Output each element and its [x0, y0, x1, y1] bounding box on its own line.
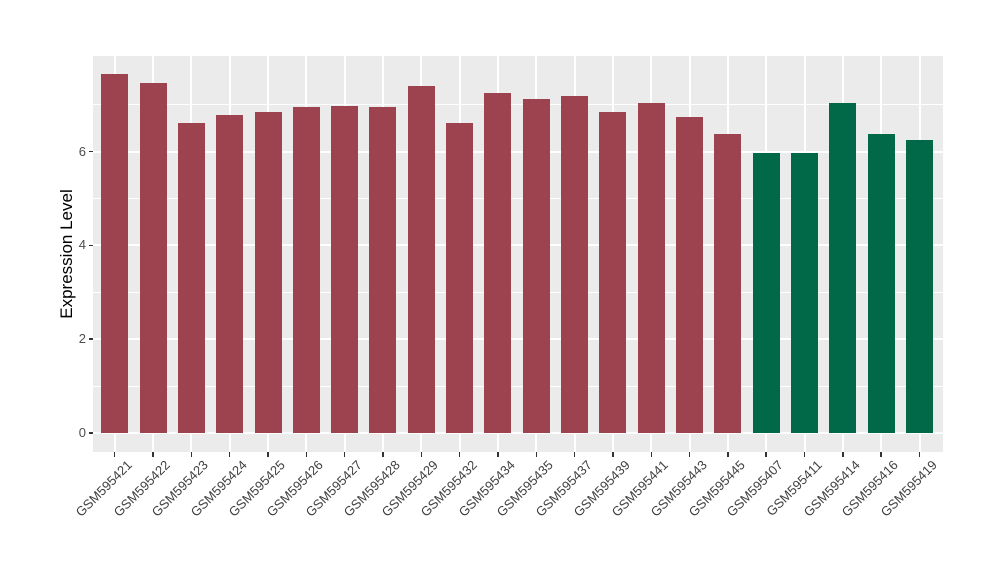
bar	[637, 103, 665, 433]
gridline-horizontal-major	[93, 150, 943, 153]
x-tick-mark	[382, 452, 384, 457]
bar	[407, 85, 435, 433]
bar	[676, 117, 704, 433]
x-tick-mark	[765, 452, 767, 457]
x-tick-mark	[267, 452, 269, 457]
bar	[752, 153, 780, 433]
x-tick-mark	[842, 452, 844, 457]
y-tick-label: 4	[78, 237, 86, 253]
y-tick-mark	[89, 244, 93, 247]
bar	[177, 122, 205, 433]
x-tick-mark	[343, 452, 346, 457]
x-tick-mark	[727, 452, 729, 457]
x-tick-mark	[535, 452, 538, 457]
gridline-horizontal-minor	[93, 385, 943, 387]
gridline-horizontal-major	[93, 338, 943, 341]
y-tick-label: 2	[78, 331, 86, 347]
bar	[599, 111, 627, 433]
gridline-horizontal-minor	[93, 198, 943, 199]
x-tick-mark	[573, 452, 576, 457]
bar	[906, 139, 934, 433]
x-tick-mark	[918, 452, 921, 457]
gridline-horizontal-major	[93, 432, 943, 434]
y-axis-title: Expression Level	[57, 189, 76, 319]
x-tick-mark	[688, 452, 691, 457]
x-tick-mark	[497, 452, 499, 457]
bar	[522, 98, 550, 433]
bar	[561, 95, 589, 433]
bar	[101, 74, 129, 433]
x-tick-mark	[305, 452, 308, 457]
gridline-horizontal-minor	[93, 291, 943, 293]
bar	[292, 107, 320, 433]
bar	[139, 82, 167, 433]
y-tick-label: 0	[78, 425, 86, 440]
bar	[484, 93, 512, 433]
bar	[829, 103, 857, 433]
bar	[216, 115, 244, 433]
bar	[446, 122, 474, 433]
x-tick-mark	[190, 452, 193, 457]
x-tick-mark	[152, 452, 154, 457]
y-tick-mark	[89, 150, 93, 153]
y-tick-mark	[89, 432, 93, 434]
x-tick-mark	[420, 452, 423, 457]
bar	[867, 134, 895, 433]
gridline-horizontal-minor	[93, 104, 943, 106]
bar	[369, 107, 397, 433]
gridline-horizontal-major	[93, 244, 943, 247]
x-tick-mark	[113, 452, 116, 457]
y-tick-label: 6	[78, 143, 86, 159]
x-tick-mark	[650, 452, 652, 457]
x-tick-mark	[458, 452, 461, 457]
x-tick-mark	[228, 452, 231, 457]
bar	[791, 153, 819, 433]
x-tick-mark	[612, 452, 614, 457]
x-tick-mark	[880, 452, 882, 457]
y-tick-mark	[89, 338, 93, 340]
bar	[331, 106, 359, 433]
x-tick-mark	[803, 452, 806, 457]
plot-panel	[93, 56, 943, 452]
bar	[254, 111, 282, 433]
bar	[714, 133, 742, 433]
